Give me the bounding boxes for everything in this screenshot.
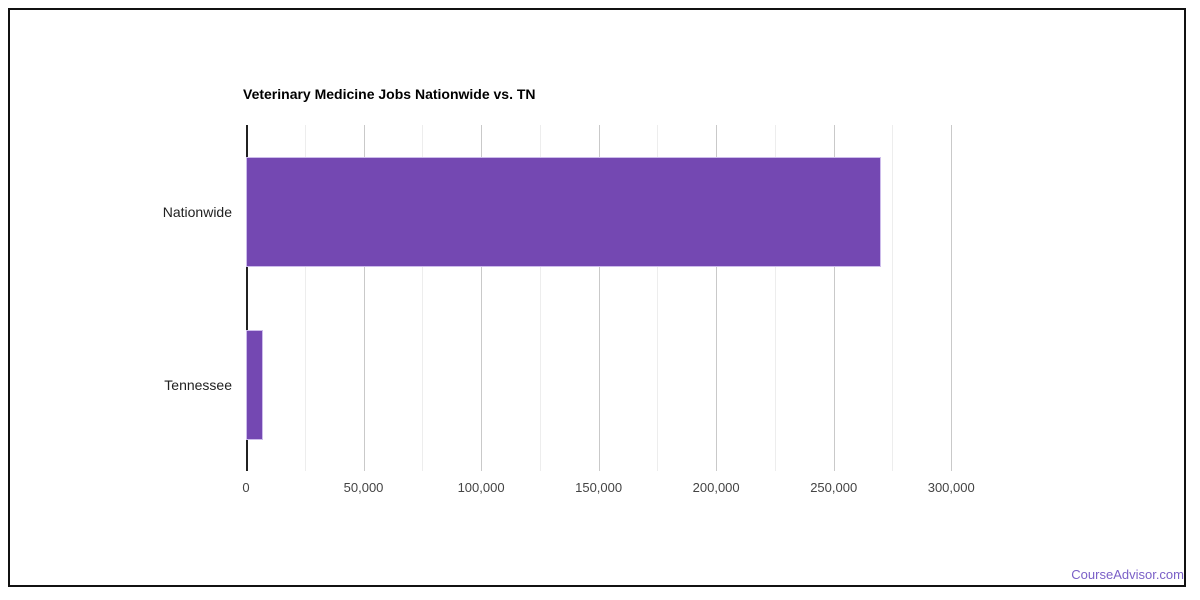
x-tick-label: 50,000	[343, 480, 384, 495]
category-label-nationwide: Nationwide	[162, 203, 232, 220]
x-tick-label: 300,000	[927, 480, 975, 495]
bar-nationwide[interactable]	[246, 156, 881, 267]
x-tick-label: 100,000	[457, 480, 505, 495]
gridline-major	[598, 125, 600, 471]
plot-area	[246, 125, 1010, 471]
gridline-major	[716, 125, 718, 471]
x-tick-label: 150,000	[575, 480, 623, 495]
x-tick-label: 250,000	[810, 480, 858, 495]
gridline-minor	[304, 125, 306, 471]
gridline-minor	[657, 125, 659, 471]
bar-tennessee[interactable]	[246, 329, 264, 440]
gridline-major	[481, 125, 483, 471]
chart-title: Veterinary Medicine Jobs Nationwide vs. …	[243, 86, 536, 102]
gridline-major	[833, 125, 835, 471]
gridline-minor	[539, 125, 541, 471]
gridline-major	[363, 125, 365, 471]
x-tick-label: 0	[242, 480, 250, 495]
y-axis-line	[246, 125, 248, 471]
x-tick-label: 200,000	[692, 480, 740, 495]
gridline-minor	[892, 125, 894, 471]
courseadvisor-link[interactable]: CourseAdvisor.com	[1071, 567, 1184, 582]
category-label-tennessee: Tennessee	[164, 376, 232, 393]
gridline-major	[951, 125, 953, 471]
gridline-minor	[774, 125, 776, 471]
gridline-minor	[422, 125, 424, 471]
